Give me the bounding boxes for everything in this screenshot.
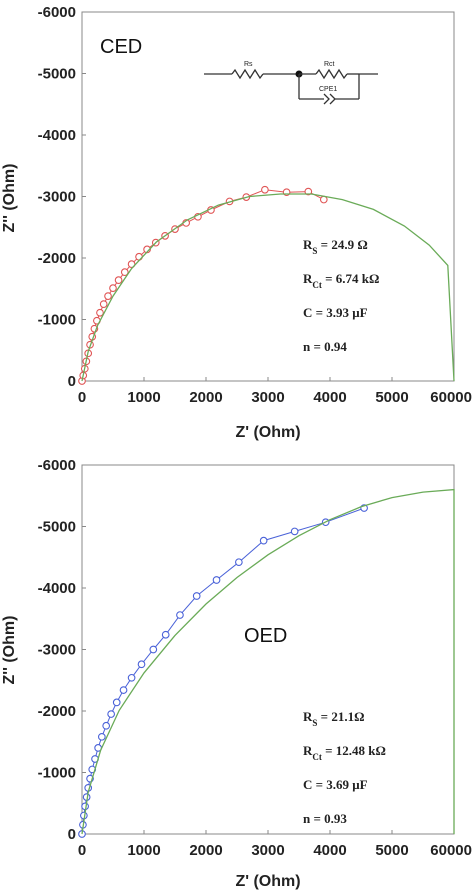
- data-point: [114, 276, 123, 284]
- y-axis-label: Z'' (Ohm): [1, 616, 18, 685]
- y-tick-labels: 0 -1000 -2000 -3000 -4000 -5000 -6000: [38, 4, 86, 390]
- y-tick-label: 0: [68, 826, 76, 843]
- data-point: [135, 252, 143, 261]
- data-point: [290, 527, 299, 536]
- x-tick-label: 2000: [189, 842, 222, 859]
- fit-curve: [81, 193, 455, 382]
- y-tick-label: -2000: [38, 250, 76, 267]
- y-tick-label: -5000: [38, 519, 76, 536]
- data-point: [99, 300, 108, 308]
- fit-parameter: C = 3.69 μF: [303, 777, 368, 792]
- data-point: [119, 686, 128, 694]
- data-point: [104, 292, 112, 300]
- y-tick-label: -4000: [38, 580, 76, 597]
- x-tick-label: 0: [78, 389, 86, 406]
- measured-line: [81, 189, 325, 382]
- data-point: [149, 645, 158, 654]
- fit-parameter: RS = 21.1Ω: [303, 709, 364, 728]
- data-point: [192, 592, 201, 600]
- y-tick-label: -6000: [38, 4, 76, 21]
- plot-frame: [81, 11, 455, 382]
- y-axis-label: Z'' (Ohm): [1, 164, 18, 233]
- data-point: [112, 698, 121, 707]
- y-tick-label: 0: [68, 373, 76, 390]
- fit-parameter: RCt = 12.48 kΩ: [303, 743, 386, 762]
- cpe-element: [323, 93, 330, 105]
- cpe-element-2: [329, 93, 336, 105]
- x-tick-label: 60000: [430, 389, 472, 406]
- data-point: [304, 187, 313, 196]
- rct-label: Rct: [324, 61, 335, 68]
- y-tick-labels: 0 -1000 -2000 -3000 -4000 -5000 -6000: [38, 457, 86, 843]
- data-point: [176, 611, 184, 619]
- x-tick-labels: 0 1000 2000 3000 4000 5000 60000: [78, 830, 472, 859]
- x-tick-label: 1000: [127, 389, 160, 406]
- x-tick-label: 5000: [375, 842, 408, 859]
- x-tick-label: 0: [78, 842, 86, 859]
- y-tick-label: -3000: [38, 642, 76, 659]
- cpe-label: CPE1: [319, 86, 337, 93]
- fit-parameter: RS = 24.9 Ω: [303, 237, 368, 256]
- data-point: [107, 710, 115, 718]
- y-tick-label: -4000: [38, 127, 76, 144]
- fit-parameter: RCt = 6.74 kΩ: [303, 271, 379, 290]
- panel-tag: CED: [100, 36, 142, 58]
- y-tick-label: -1000: [38, 312, 76, 329]
- plot-frame: [81, 464, 455, 835]
- fit-parameters: RS = 24.9 Ω RCt = 6.74 kΩ C = 3.93 μF n = 0…: [303, 237, 379, 354]
- data-point: [137, 660, 146, 669]
- x-tick-label: 3000: [251, 842, 284, 859]
- rs-resistor: [231, 68, 264, 80]
- data-point: [81, 802, 89, 811]
- x-tick-label: 60000: [430, 842, 472, 859]
- x-tick-label: 5000: [375, 389, 408, 406]
- x-tick-labels: 0 1000 2000 3000 4000 5000 60000: [78, 377, 472, 406]
- data-point: [261, 185, 269, 194]
- panel-tag: OED: [244, 625, 287, 647]
- fit-curve: [81, 488, 455, 835]
- data-point: [109, 284, 117, 292]
- x-tick-label: 3000: [251, 389, 284, 406]
- y-tick-label: -1000: [38, 765, 76, 782]
- data-point: [127, 673, 136, 682]
- rs-label: Rs: [244, 61, 253, 68]
- x-axis-label: Z' (Ohm): [235, 424, 300, 441]
- x-tick-label: 4000: [313, 389, 346, 406]
- equivalent-circuit: [204, 68, 378, 105]
- x-tick-label: 1000: [127, 842, 160, 859]
- nyquist-plot-oed: 0 -1000 -2000 -3000 -4000 -5000 -6000 0 1000 200…: [1, 457, 472, 890]
- series-layer: [78, 488, 455, 838]
- rct-resistor: [315, 68, 348, 80]
- data-point: [259, 536, 268, 545]
- data-point: [161, 630, 170, 639]
- data-point: [235, 558, 243, 567]
- data-point: [97, 732, 106, 741]
- nyquist-plot-ced: 0 -1000 -2000 -3000 -4000 -5000 -6000 0 1000 200…: [1, 4, 472, 441]
- fit-parameters: RS = 21.1Ω RCt = 12.48 kΩ C = 3.69 μF n = 0…: [303, 709, 386, 826]
- y-tick-label: -2000: [38, 703, 76, 720]
- fit-parameter: C = 3.93 μF: [303, 305, 368, 320]
- x-tick-label: 2000: [189, 389, 222, 406]
- x-tick-label: 4000: [313, 842, 346, 859]
- data-point: [120, 268, 129, 276]
- data-point: [102, 721, 111, 730]
- y-tick-label: -3000: [38, 189, 76, 206]
- series-layer: [78, 185, 455, 385]
- data-point: [96, 308, 104, 317]
- fit-parameter: n = 0.93: [303, 811, 347, 826]
- y-tick-label: -6000: [38, 457, 76, 474]
- fit-parameter: n = 0.94: [303, 339, 347, 354]
- x-axis-label: Z' (Ohm): [235, 873, 300, 890]
- y-tick-label: -5000: [38, 66, 76, 83]
- data-point: [212, 576, 221, 584]
